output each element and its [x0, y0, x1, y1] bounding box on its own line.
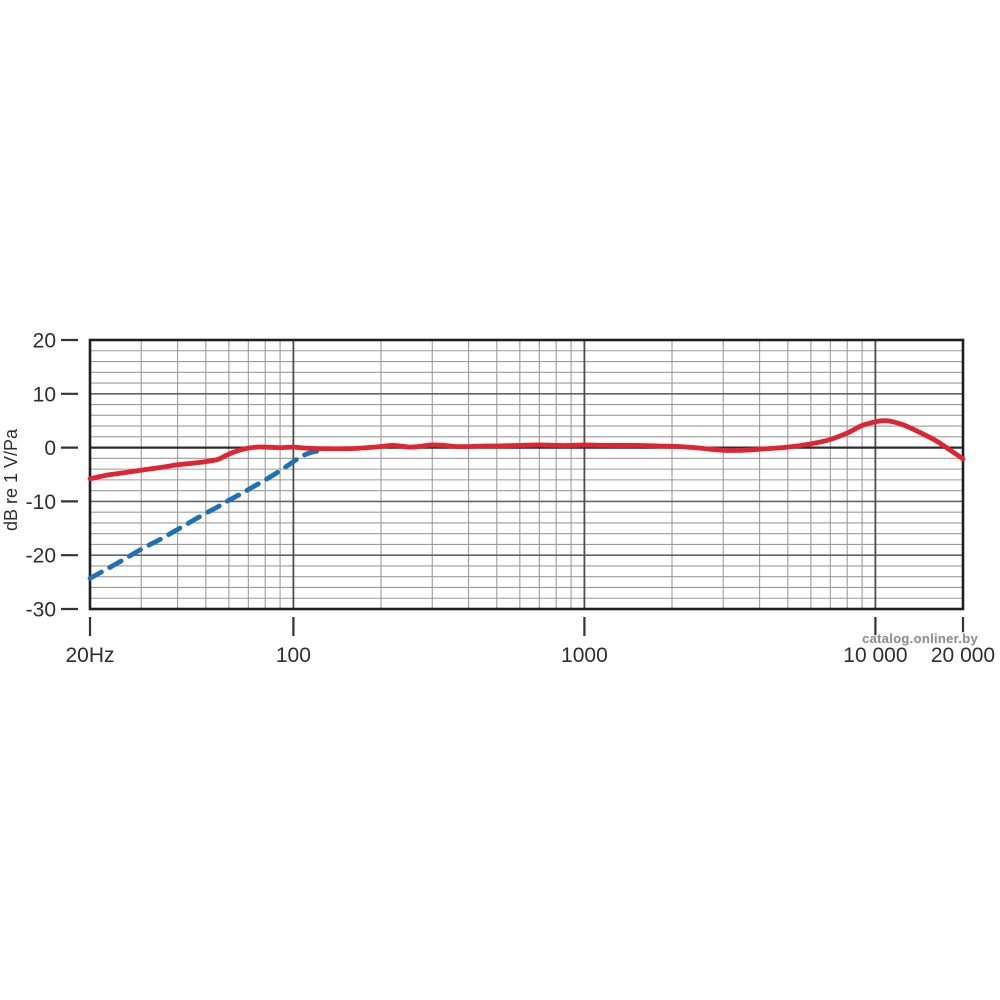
curves: [87, 418, 966, 581]
gridlines: [90, 340, 963, 609]
curve-frequency-response-main: [87, 418, 966, 482]
axis-ticks: [61, 338, 965, 636]
watermark: catalog.onliner.by: [862, 631, 978, 646]
x-axis-tick-label: 20Hz: [65, 644, 114, 667]
x-axis-tick-label: 1000: [561, 644, 608, 667]
y-axis-title: dB re 1 V/Pa: [1, 428, 21, 531]
y-axis-tick-label: 20: [33, 330, 56, 353]
x-axis-tick-label: 10 000: [843, 644, 907, 667]
curve-low-frequency-rolloff: [87, 448, 322, 581]
y-axis-tick-label: -20: [26, 545, 56, 568]
y-axis-tick-label: -10: [26, 491, 56, 514]
plot-border: [88, 338, 965, 611]
y-axis-tick-label: -30: [26, 599, 56, 622]
x-axis-tick-label: 20 000: [931, 644, 995, 667]
x-axis-tick-label: 100: [276, 644, 311, 667]
y-axis-tick-label: 0: [44, 437, 56, 460]
y-axis-tick-label: 10: [33, 383, 56, 406]
